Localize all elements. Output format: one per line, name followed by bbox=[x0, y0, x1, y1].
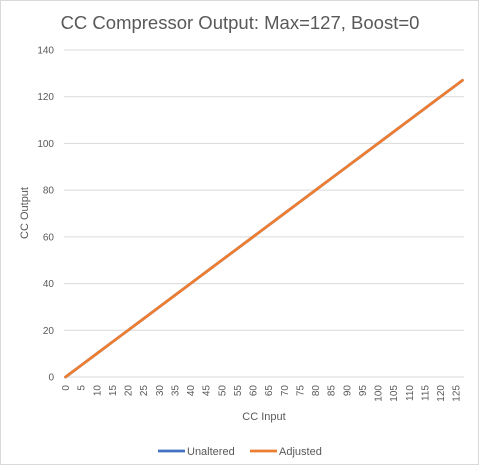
y-tick-label: 20 bbox=[43, 326, 55, 337]
x-tick-label: 105 bbox=[389, 385, 400, 402]
legend-label-unaltered: Unaltered bbox=[187, 446, 235, 458]
y-tick-label: 80 bbox=[43, 186, 55, 197]
x-tick-label: 40 bbox=[186, 385, 197, 397]
x-tick-label: 90 bbox=[342, 385, 353, 397]
x-tick-label: 80 bbox=[311, 385, 322, 397]
legend: Unaltered Adjusted bbox=[158, 446, 322, 458]
x-tick-label: 25 bbox=[139, 385, 150, 397]
x-tick-label: 120 bbox=[436, 385, 447, 402]
x-tick-label: 5 bbox=[77, 385, 88, 391]
y-tick-label: 0 bbox=[48, 373, 54, 384]
y-tick-label: 140 bbox=[37, 46, 54, 57]
x-tick-label: 20 bbox=[124, 385, 135, 397]
x-tick-label: 10 bbox=[92, 385, 103, 397]
y-tick-label: 60 bbox=[43, 232, 55, 243]
y-tick-label: 100 bbox=[37, 139, 54, 150]
x-axis-title: CC Input bbox=[242, 411, 285, 423]
x-tick-label: 15 bbox=[108, 385, 119, 397]
x-tick-label: 95 bbox=[358, 385, 369, 397]
x-tick-label: 0 bbox=[61, 385, 72, 391]
y-tick-label: 120 bbox=[37, 92, 54, 103]
x-tick-label: 30 bbox=[155, 385, 166, 397]
x-tick-label: 85 bbox=[327, 385, 338, 397]
x-tick-labels: 0 5 10 15 20 25 30 35 40 45 50 55 60 65 70 75 80 85 90 95 10… bbox=[61, 385, 463, 402]
x-tick-label: 35 bbox=[170, 385, 181, 397]
x-tick-label: 65 bbox=[264, 385, 275, 397]
x-tick-label: 50 bbox=[217, 385, 228, 397]
x-tick-label: 125 bbox=[452, 385, 463, 402]
y-axis-title: CC Output bbox=[19, 187, 31, 239]
x-tick-label: 60 bbox=[249, 385, 260, 397]
y-tick-label: 40 bbox=[43, 279, 55, 290]
y-tick-labels: 0 20 40 60 80 100 120 140 bbox=[37, 46, 54, 384]
series-line-adjusted bbox=[64, 78, 464, 379]
x-tick-label: 115 bbox=[420, 385, 431, 401]
x-tick-label: 55 bbox=[233, 385, 244, 397]
chart-title: CC Compressor Output: Max=127, Boost=0 bbox=[61, 12, 420, 33]
series-layer bbox=[64, 78, 464, 379]
x-tick-label: 75 bbox=[295, 385, 306, 397]
legend-label-adjusted: Adjusted bbox=[279, 446, 322, 458]
x-tick-label: 100 bbox=[374, 385, 385, 402]
grid-layer bbox=[64, 49, 464, 378]
x-tick-label: 45 bbox=[202, 385, 213, 397]
x-tick-label: 110 bbox=[405, 385, 416, 401]
x-tick-label: 70 bbox=[280, 385, 291, 397]
